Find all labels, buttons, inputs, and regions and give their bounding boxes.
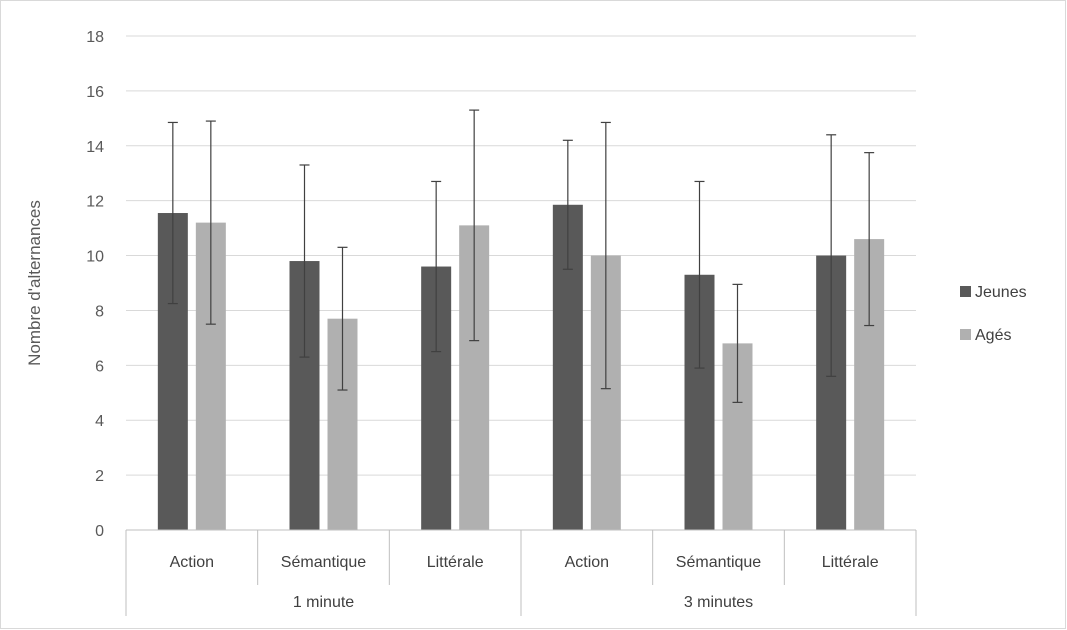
y-tick-label: 10	[86, 249, 104, 266]
legend-label: Agés	[975, 327, 1011, 344]
error-bar	[864, 152, 875, 327]
error-bar	[167, 121, 178, 305]
gridlines	[126, 35, 916, 531]
error-bar	[562, 139, 573, 270]
x-tick-label: Action	[565, 554, 609, 571]
x-tick-label: Littérale	[427, 554, 484, 571]
x-tick-label: Littérale	[822, 554, 879, 571]
legend-item: Agés	[960, 327, 1011, 344]
error-bar	[299, 164, 310, 358]
x-group-label: 3 minutes	[684, 594, 753, 611]
y-tick-label: 0	[95, 523, 104, 540]
legend-swatch	[960, 286, 971, 297]
error-bar	[694, 180, 705, 369]
x-axis: Action Sémantique Littérale Action Sémantiqu…	[125, 529, 917, 616]
error-bar	[205, 120, 216, 325]
error-bar	[469, 109, 480, 342]
y-tick-label: 18	[86, 29, 104, 46]
x-tick-label: Action	[170, 554, 214, 571]
x-tick-label: Sémantique	[281, 554, 366, 571]
error-bar	[732, 283, 743, 403]
legend-label: Jeunes	[975, 284, 1027, 301]
y-tick-label: 6	[95, 358, 104, 375]
legend-swatch	[960, 329, 971, 340]
legend: Jeunes Agés	[960, 284, 1027, 344]
x-tick-label: Sémantique	[676, 554, 761, 571]
error-bar	[826, 134, 837, 377]
error-bar	[337, 246, 348, 391]
error-bars	[167, 109, 875, 403]
bars	[157, 204, 885, 531]
x-group-label: 1 minute	[293, 594, 354, 611]
y-tick-label: 4	[95, 413, 104, 430]
y-tick-label: 2	[95, 468, 104, 485]
y-tick-label: 14	[86, 139, 104, 156]
y-tick-labels: 0 2 4 6 8 10 12 14 16 18	[86, 29, 104, 540]
error-bar	[600, 121, 611, 390]
y-tick-label: 8	[95, 303, 104, 320]
y-tick-label: 16	[86, 84, 104, 101]
y-tick-label: 12	[86, 194, 104, 211]
legend-item: Jeunes	[960, 284, 1027, 301]
y-axis-title: Nombre d'alternances	[25, 200, 44, 366]
error-bar	[431, 180, 442, 353]
